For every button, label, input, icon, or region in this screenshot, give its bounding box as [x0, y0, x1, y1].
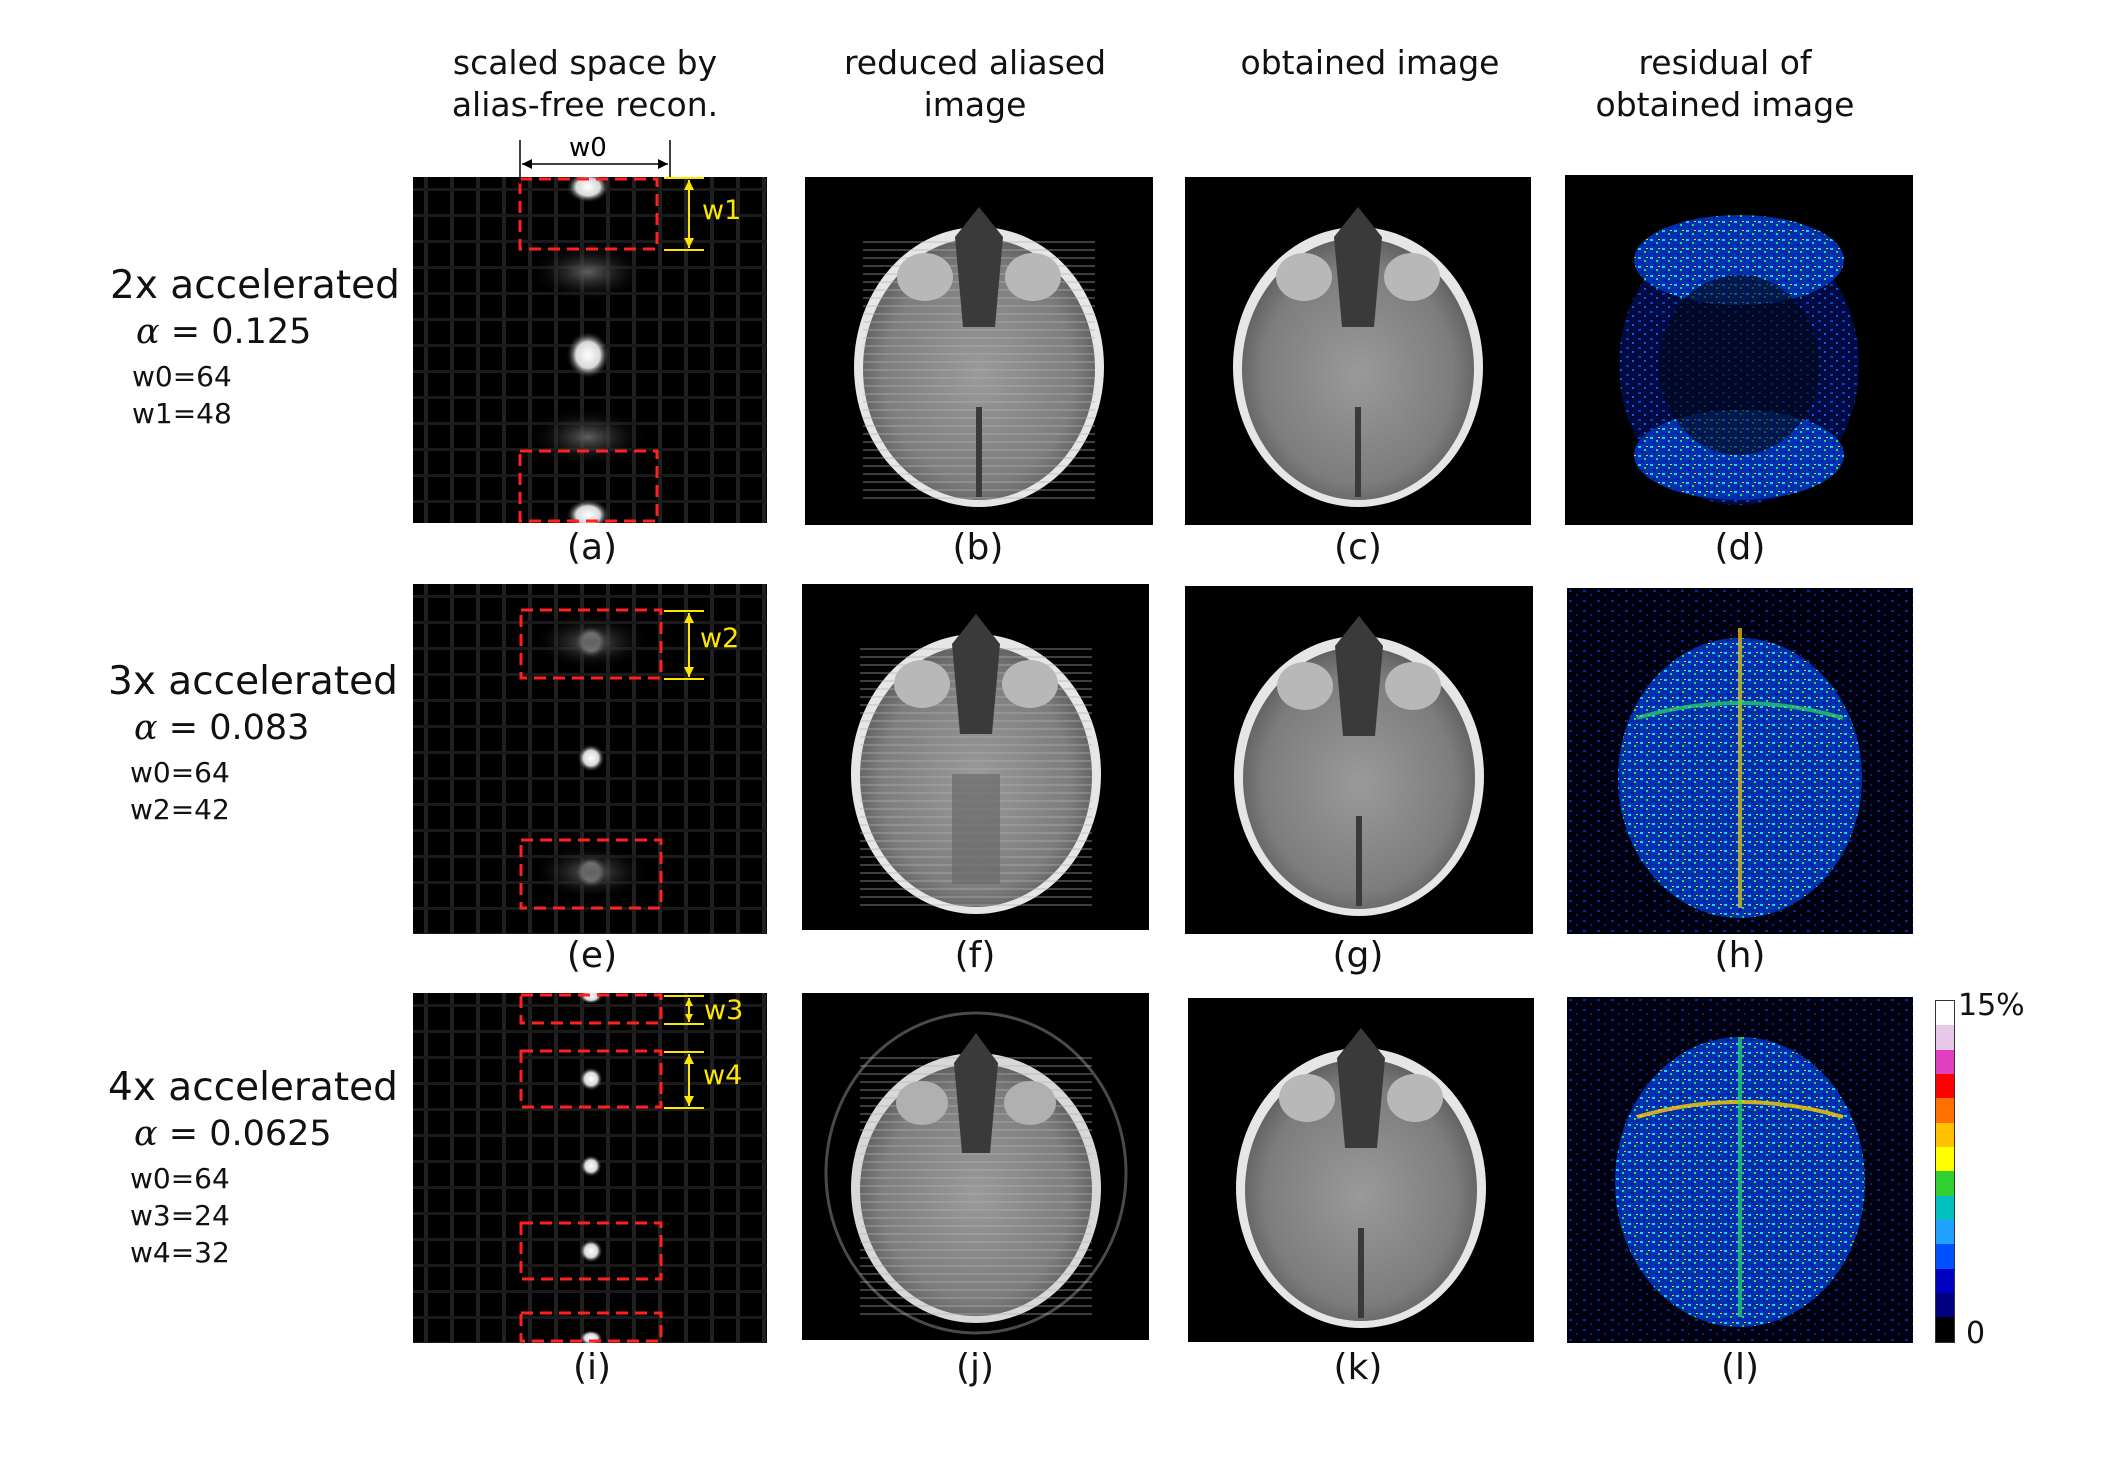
panel-l-residual	[1567, 997, 1913, 1343]
colorbar-max-label: 15%	[1958, 988, 2025, 1023]
colorbar-segment	[1936, 1293, 1954, 1318]
width-label: w0=64	[130, 756, 230, 789]
colorbar	[1935, 1000, 1955, 1343]
w4-label: w4	[703, 1060, 743, 1091]
panel-a-scaled-space	[413, 177, 767, 523]
width-label: w1=48	[132, 397, 232, 430]
panel-c-obtained	[1185, 177, 1531, 525]
panel-label-i: (i)	[572, 1347, 612, 1388]
column-header-reduced-aliased: reduced aliased image	[843, 43, 1107, 124]
colorbar-min-label: 0	[1966, 1316, 1986, 1351]
panel-e-scaled-space	[413, 584, 767, 934]
colorbar-segment	[1936, 1122, 1954, 1148]
alpha-label: α = 0.125	[136, 312, 312, 352]
acceleration-label: 3x accelerated	[108, 659, 398, 704]
panel-label-g: (g)	[1332, 935, 1384, 976]
panel-label-b: (b)	[952, 527, 1004, 568]
colorbar-segment	[1936, 1244, 1954, 1269]
row-label-4x: 4x accelerated α = 0.0625 w0=64 w3=24 w4…	[108, 1064, 398, 1271]
panel-label-d: (d)	[1714, 527, 1766, 568]
panel-i-scaled-space	[413, 993, 767, 1343]
colorbar-segment	[1936, 1147, 1954, 1172]
w0-arrow	[519, 140, 671, 184]
colorbar-segment	[1936, 1220, 1954, 1245]
width-label: w0=64	[130, 1162, 230, 1195]
colorbar-segment	[1936, 1098, 1954, 1123]
row-label-3x: 3x accelerated α = 0.083 w0=64 w2=42	[108, 658, 398, 828]
acceleration-label: 2x accelerated	[110, 263, 400, 308]
panel-label-e: (e)	[566, 935, 618, 976]
colorbar-segment	[1936, 1001, 1954, 1026]
alpha-label: α = 0.083	[134, 708, 310, 748]
w2-label: w2	[700, 623, 740, 654]
w3-label: w3	[704, 995, 744, 1026]
width-label: w2=42	[130, 793, 230, 826]
width-label: w0=64	[132, 360, 232, 393]
panel-g-obtained	[1185, 586, 1533, 934]
colorbar-segment	[1936, 1074, 1954, 1099]
colorbar-segment	[1936, 1195, 1954, 1221]
colorbar-segment	[1936, 1317, 1954, 1342]
width-label: w4=32	[130, 1236, 230, 1269]
panel-k-obtained	[1188, 998, 1534, 1342]
panel-label-f: (f)	[954, 935, 996, 976]
w3-arrow	[664, 995, 704, 1025]
panel-j-reduced-aliased	[802, 993, 1149, 1340]
column-header-scaled-space: scaled space by alias-free recon.	[451, 43, 719, 124]
w4-arrow	[664, 1051, 704, 1109]
colorbar-segment	[1936, 1268, 1954, 1294]
panel-label-h: (h)	[1714, 935, 1766, 976]
w2-arrow	[664, 610, 704, 680]
acceleration-label: 4x accelerated	[108, 1065, 398, 1110]
panel-label-l: (l)	[1720, 1347, 1760, 1388]
column-header-residual: residual of obtained image	[1595, 43, 1855, 124]
width-label: w3=24	[130, 1199, 230, 1232]
alpha-label: α = 0.0625	[134, 1114, 332, 1154]
panel-label-j: (j)	[955, 1347, 995, 1388]
colorbar-segment	[1936, 1171, 1954, 1196]
w1-arrow	[664, 177, 704, 251]
panel-f-reduced-aliased	[802, 584, 1149, 930]
w0-label: w0	[569, 133, 607, 163]
panel-label-k: (k)	[1333, 1347, 1383, 1388]
colorbar-segment	[1936, 1049, 1954, 1075]
panel-label-a: (a)	[566, 527, 618, 568]
panel-h-residual	[1567, 588, 1913, 934]
column-header-obtained: obtained image	[1240, 43, 1500, 82]
panel-d-residual	[1565, 175, 1913, 525]
panel-b-reduced-aliased	[805, 177, 1153, 525]
w1-label: w1	[702, 195, 742, 226]
panel-label-c: (c)	[1334, 527, 1382, 568]
row-label-2x: 2x accelerated α = 0.125 w0=64 w1=48	[110, 262, 400, 432]
colorbar-segment	[1936, 1025, 1954, 1050]
